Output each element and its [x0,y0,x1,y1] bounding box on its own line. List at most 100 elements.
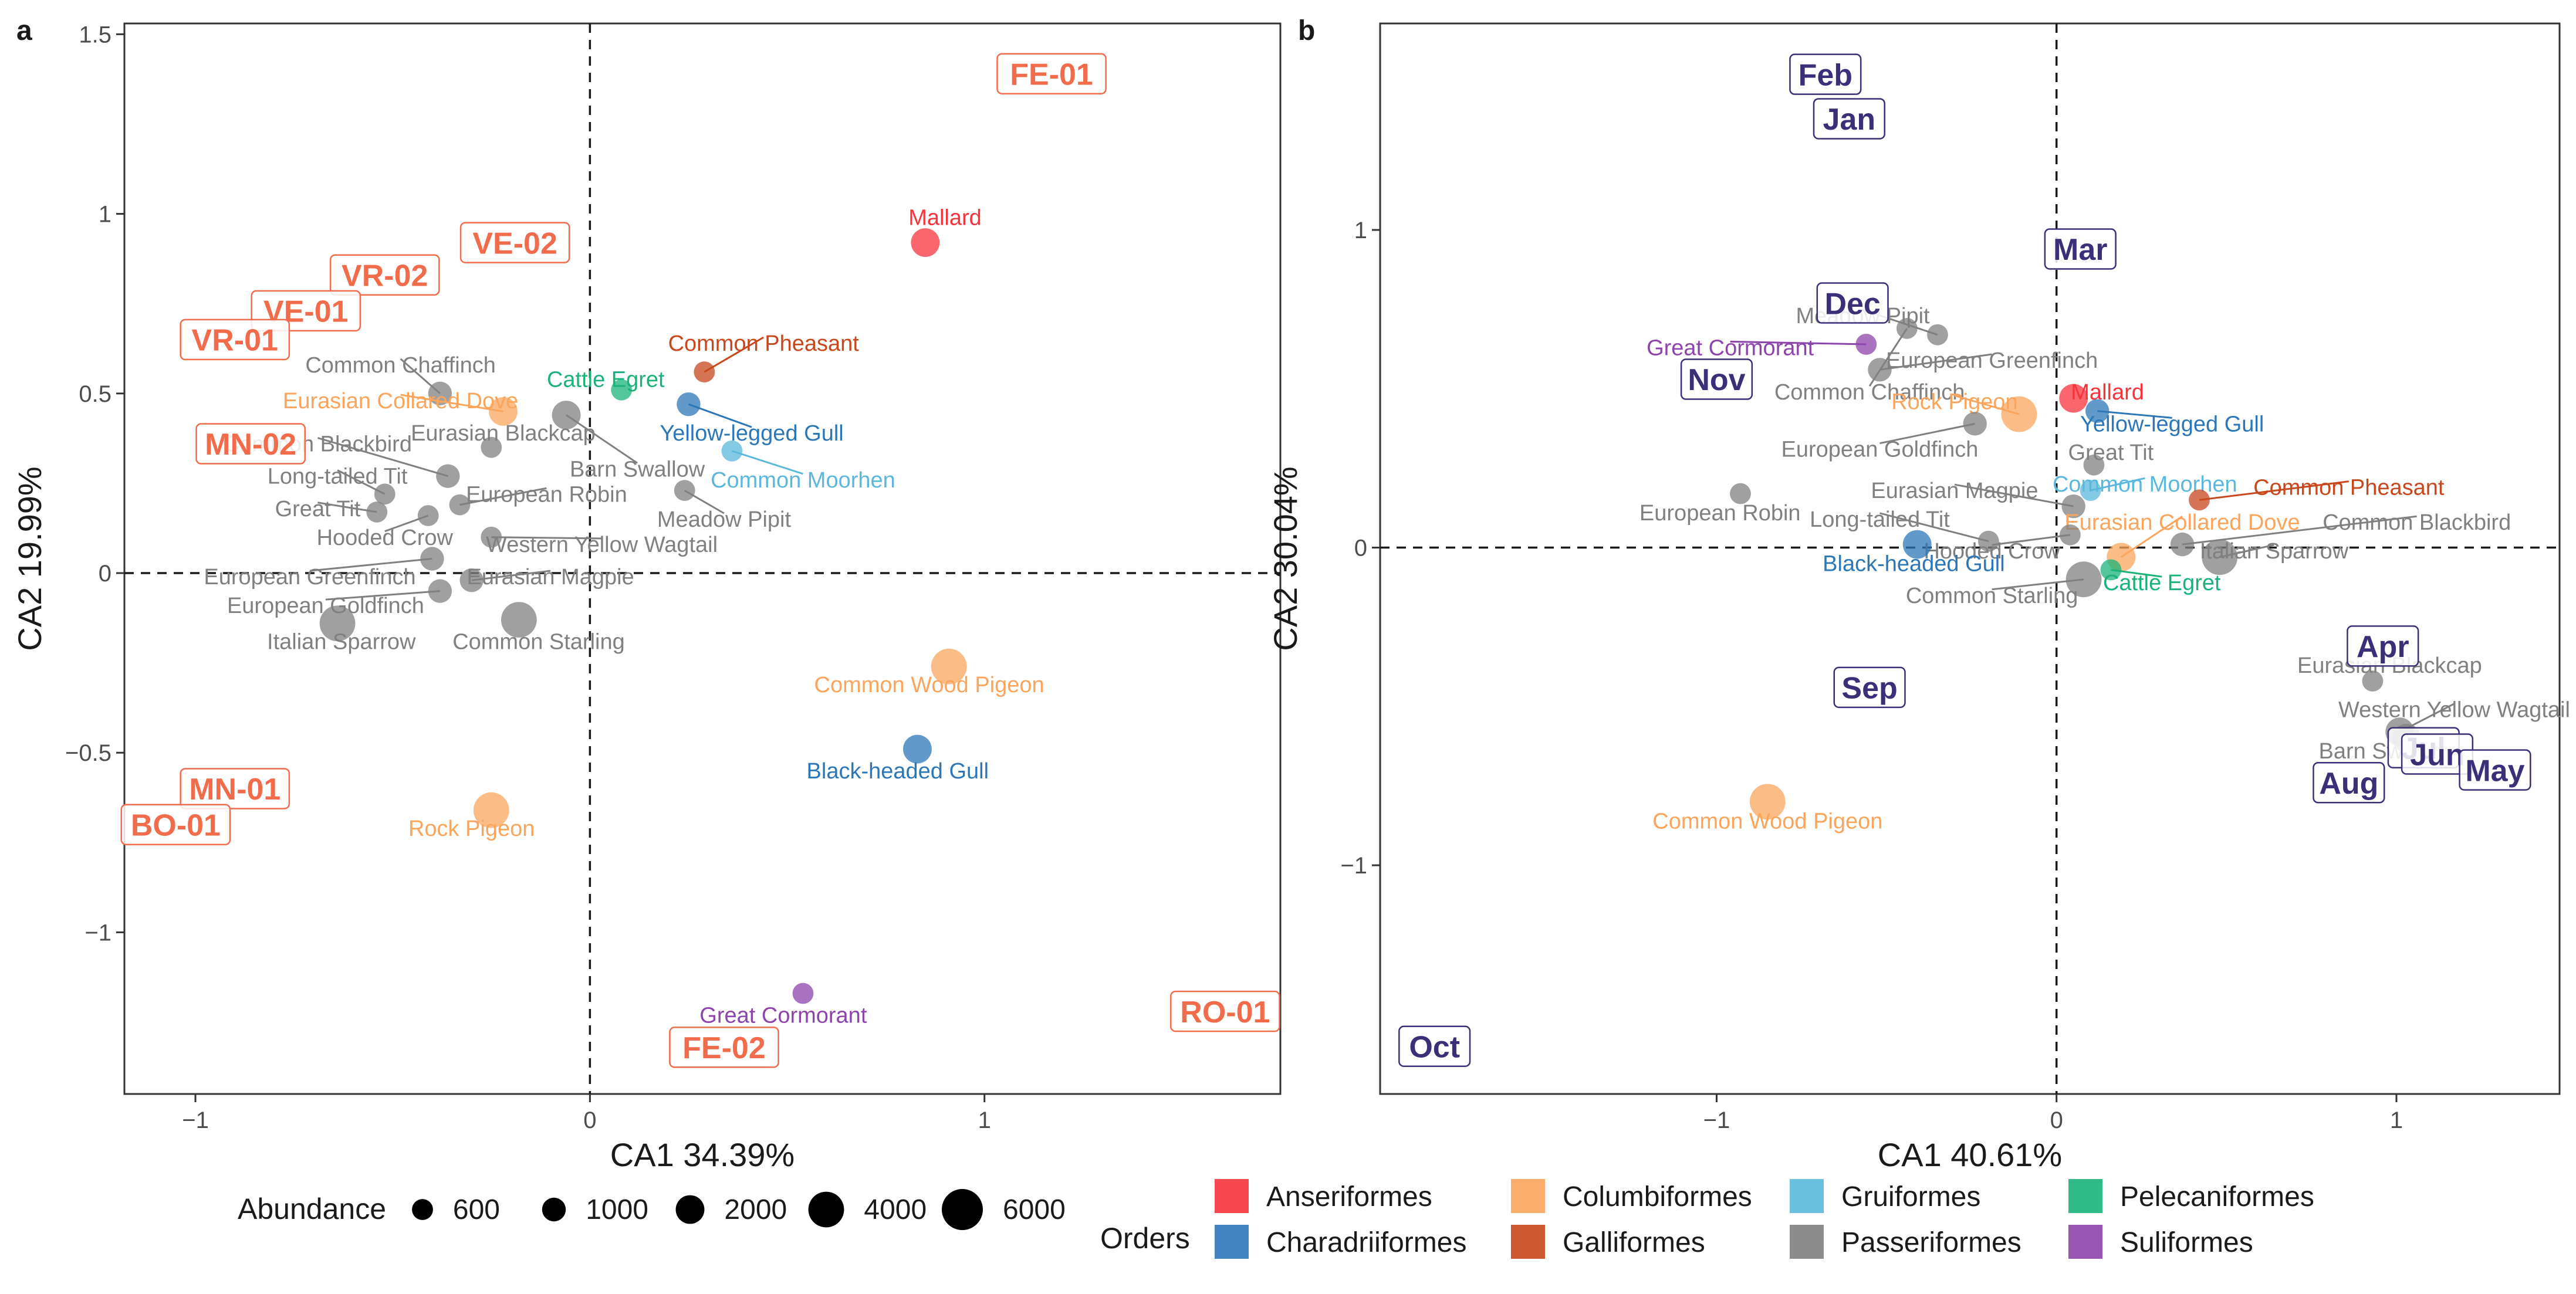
month-box-sep [1833,666,1906,709]
site-label-ve-02: VE-02 [472,226,557,260]
label-eurasian-collared-dove-b: Eurasian Collared Dove [2064,510,2300,535]
point-yellow-legged-gull-b [2085,399,2110,423]
label-european-robin-a: European Robin [466,482,627,507]
site-label-mn-02: MN-02 [205,428,296,462]
point-barn-swallow-a [552,401,581,429]
panel-b-label: b [1298,15,1315,46]
point-eurasian-magpie-a [459,568,484,592]
label-rock-pigeon-b: Rock Pigeon [1891,389,2017,414]
leader-line-common-chaffinch-b [1868,328,1908,387]
site-label-vr-02: VR-02 [342,259,428,293]
point-long-tailed-tit-b [1977,530,1999,552]
abundance-key-6000 [942,1189,983,1230]
point-great-cormorant-a [792,983,814,1004]
leader-line-yellow-legged-gull-b [2097,410,2172,419]
leader-line-common-pheasant-a [704,336,764,373]
label-yellow-legged-gull-b: Yellow-legged Gull [2080,412,2264,436]
leader-line-eurasian-magpie-b [1954,483,2074,507]
x-tick-label-a: −1 [182,1107,209,1133]
order-label-passeriformes: Passeriformes [1841,1227,2021,1258]
plot-frame-b [1379,22,2561,1095]
leader-line-long-tailed-tit-b [1879,512,1989,543]
label-common-wood-pigeon-b: Common Wood Pigeon [1652,809,1882,834]
order-swatch-passeriformes [1790,1225,1824,1259]
point-hooded-crow-a [417,505,439,526]
orders-legend-title: Orders [1100,1222,1190,1255]
y-axis-title-a: CA2 19.99% [11,466,48,651]
label-great-cormorant-b: Great Cormorant [1647,336,1814,360]
y-tick-label-b: 1 [1354,218,1367,243]
leader-line-common-blackbird-a [317,437,448,477]
panel-a: −1 0 1 −1 −0.5 0 0.5 1 1.5 CA1 34.39% CA2 19.99% Ma… [11,22,1282,1173]
leader-line-great-cormorant-b [1730,340,1867,345]
label-meadow-pipit-a: Meadow Pipit [657,507,792,532]
site-label-mn-01: MN-01 [189,773,280,807]
site-box-fe-01 [996,53,1107,94]
point-common-pheasant-a [694,361,715,382]
label-eurasian-collared-dove-a: Eurasian Collared Dove [283,389,518,414]
point-great-tit-a [366,501,388,523]
y-tick-label-a: 1 [99,202,111,228]
site-box-mn-01 [180,768,290,809]
abundance-key-2000 [675,1195,705,1224]
site-label-fe-01: FE-01 [1010,57,1093,92]
label-black-headed-gull-b: Black-headed Gull [1823,552,2005,577]
month-label-oct: Oct [1409,1030,1460,1064]
leader-line-european-greenfinch-b [1879,353,1992,371]
y-tick-label-a: 1.5 [79,22,111,48]
label-common-wood-pigeon-a: Common Wood Pigeon [814,673,1044,697]
point-mallard-a [911,228,940,258]
point-cattle-egret-a [611,379,633,401]
point-cattle-egret-b [2100,559,2122,581]
point-eurasian-blackcap-b [2362,670,2384,692]
label-common-starling-a: Common Starling [452,629,625,654]
month-box-oct [1398,1025,1471,1068]
month-label-jun: Jun [2410,738,2464,772]
abundance-key-4000 [808,1191,844,1228]
site-label-bo-01: BO-01 [131,808,221,842]
order-label-pelecaniformes: Pelecaniformes [2120,1181,2314,1212]
point-black-headed-gull-a [902,734,932,764]
month-box-mar [2044,228,2117,270]
label-european-greenfinch-a: European Greenfinch [204,565,415,590]
abundance-key-1000 [542,1197,566,1222]
order-label-galliformes: Galliformes [1563,1227,1705,1258]
site-label-fe-02: FE-02 [682,1031,766,1065]
site-box-ro-01 [1170,990,1280,1032]
leader-line-common-moorhen-a [731,450,803,475]
abundance-key-label-600: 600 [453,1194,500,1225]
site-label-vr-01: VR-01 [192,324,278,358]
point-black-headed-gull-b [1902,530,1932,559]
month-box-aug [2313,762,2385,804]
label-european-robin-b: European Robin [1639,501,1801,526]
point-common-wood-pigeon-b [1749,784,1786,820]
label-black-headed-gull-a: Black-headed Gull [807,759,989,784]
order-label-suliformes: Suliformes [2120,1227,2253,1258]
leader-line-common-pheasant-b [2199,480,2349,501]
label-long-tailed-tit-a: Long-tailed Tit [268,465,408,489]
abundance-legend: Abundance 600 1000 2000 4000 6000 [238,1189,1066,1230]
point-italian-sparrow-a [319,605,356,642]
abundance-key-label-1000: 1000 [586,1194,648,1225]
label-mallard-a: Mallard [908,206,982,231]
label-common-starling-b: Common Starling [1906,584,2078,608]
label-common-chaffinch-b: Common Chaffinch [1774,380,1965,405]
month-label-feb: Feb [1799,58,1852,92]
point-common-starling-b [2065,561,2102,598]
point-long-tailed-tit-a [374,483,395,505]
y-tick-label-a: 0 [99,561,111,587]
site-box-vr-02 [329,254,440,296]
point-common-wood-pigeon-a [931,648,967,685]
label-western-yellow-wagtail-a: Western Yellow Wagtail [486,533,718,557]
label-hooded-crow-a: Hooded Crow [317,526,454,550]
site-box-mn-02 [195,423,306,465]
month-box-jan [1813,98,1885,140]
leader-line-western-yellow-wagtail-a [491,536,602,540]
order-label-gruiformes: Gruiformes [1841,1181,1980,1212]
month-box-may [2459,749,2531,791]
order-swatch-gruiformes [1790,1179,1824,1213]
order-swatch-galliformes [1511,1225,1545,1259]
plot-frame-a [123,22,1282,1095]
point-italian-sparrow-b [2202,539,2238,575]
